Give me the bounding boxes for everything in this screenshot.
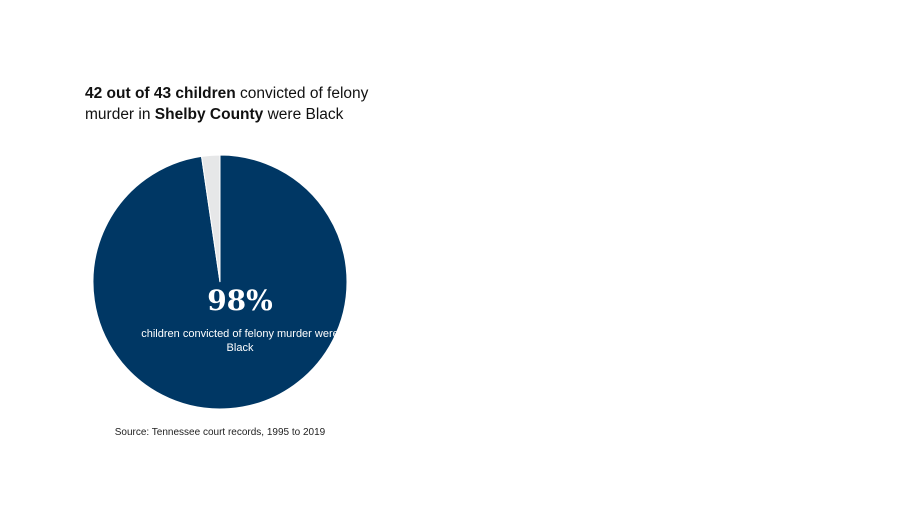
source-note: Source: Tennessee court records, 1995 to… [114, 427, 326, 438]
pie-chart [88, 150, 352, 414]
headline-bold-county: Shelby County [154, 105, 264, 123]
percentage-callout-label: children convicted of felony murder were… [141, 328, 339, 354]
chart-headline: 42 out of 43 children convicted of felon… [85, 84, 375, 125]
headline-bold-count: 42 out of 43 children [85, 85, 236, 102]
headline-text-2: were Black [263, 105, 344, 123]
pie-slice-not-black [200, 154, 221, 283]
headline-text-1: convicted of felony murder in [85, 85, 369, 123]
percentage-callout: 98% [207, 284, 273, 317]
pie-chart-svg [92, 154, 348, 410]
